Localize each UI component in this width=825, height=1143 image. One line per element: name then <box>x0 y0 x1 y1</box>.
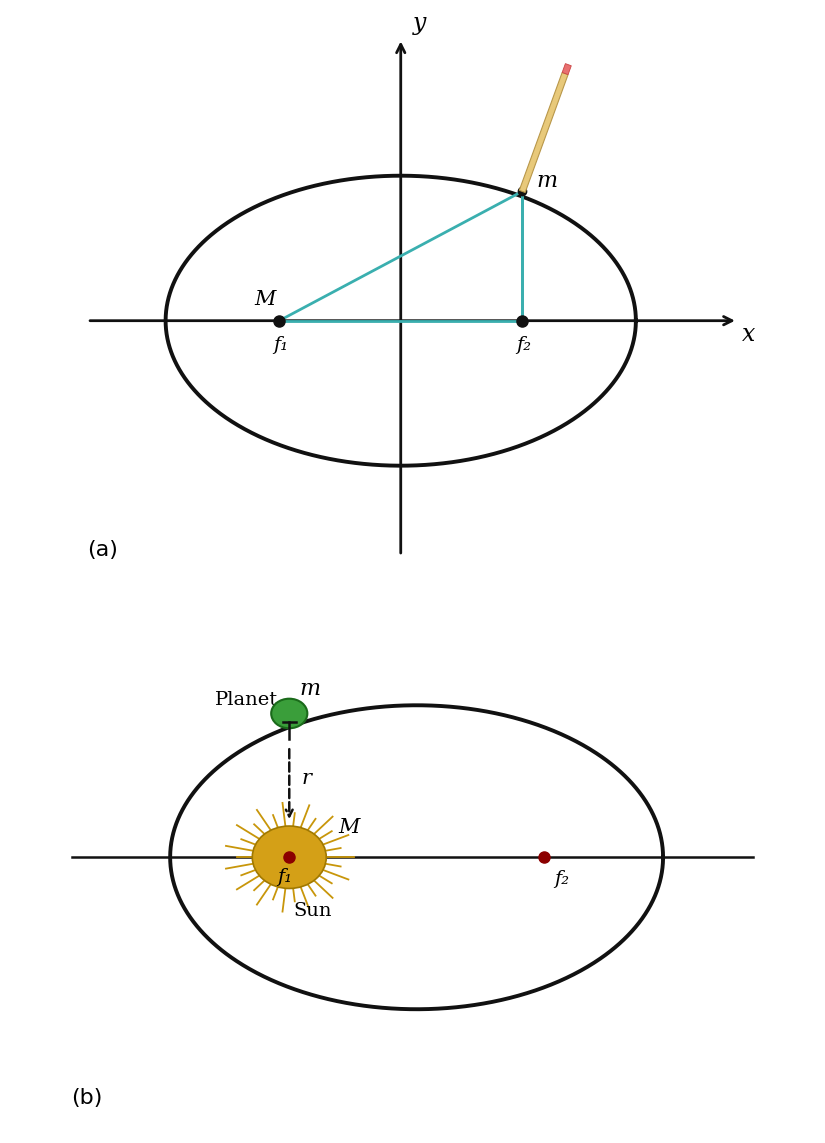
Text: f₂: f₂ <box>516 336 531 354</box>
Text: Sun: Sun <box>294 903 332 920</box>
Text: (b): (b) <box>72 1088 103 1108</box>
Text: r: r <box>302 769 312 789</box>
Polygon shape <box>519 72 568 192</box>
Text: (a): (a) <box>87 539 118 560</box>
Ellipse shape <box>271 698 308 728</box>
Text: M: M <box>338 817 360 837</box>
Text: f₁: f₁ <box>273 336 288 354</box>
Text: f₁: f₁ <box>277 868 293 886</box>
Text: f₂: f₂ <box>554 870 569 887</box>
Ellipse shape <box>252 826 326 888</box>
Text: m: m <box>299 679 320 701</box>
Text: y: y <box>412 11 426 34</box>
Text: Planet: Planet <box>215 692 279 710</box>
Text: x: x <box>742 323 755 346</box>
Text: M: M <box>254 290 276 309</box>
Text: m: m <box>536 170 558 192</box>
Polygon shape <box>562 64 571 74</box>
